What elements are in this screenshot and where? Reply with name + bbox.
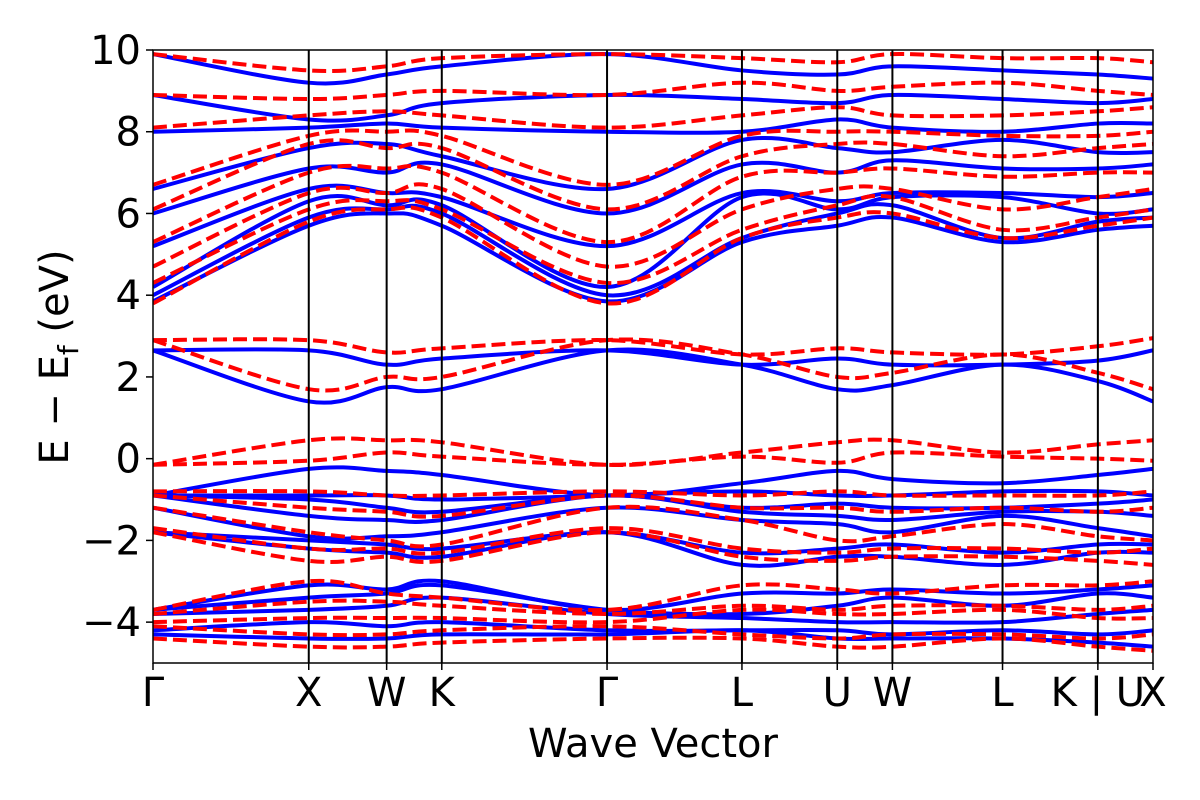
band-line [153,595,1153,625]
x-tick-label: L [731,670,754,716]
band-line [153,92,1153,123]
y-tick-label: 0 [116,437,141,483]
band-line [153,105,1153,130]
band-line [153,493,1153,519]
y-axis-title-main: E − E [32,355,78,465]
band-line [153,135,1153,192]
x-tick-label: L [991,670,1014,716]
x-tick-label: X [295,670,322,716]
band-line [153,337,1153,393]
y-axis-title-unit: (eV) [32,249,78,345]
x-tick-label: K [429,670,457,716]
band-line [153,117,1153,135]
band-line [153,52,1153,73]
band-line [153,493,1153,515]
y-tick-label: 10 [90,28,141,74]
band-line [153,530,1153,556]
band-line [153,504,1153,549]
y-tick-label: 8 [116,110,141,156]
y-axis-title-subscript: f [52,344,85,355]
x-tick-label: U [823,670,852,716]
bands-layer [153,52,1153,653]
band-line [153,347,1153,368]
high-symmetry-lines [307,50,1099,663]
y-tick-label: −2 [82,518,141,564]
plot-frame [152,49,1154,664]
x-tick-label: X [1139,670,1166,716]
y-axis-title: E − Ef (eV) [32,249,85,464]
x-tick-label: W [873,670,913,716]
band-line [153,205,1153,306]
band-line [153,465,1153,498]
band-line [153,128,1153,187]
y-tick-label: 2 [116,355,141,401]
y-tick-label: −4 [82,600,141,646]
x-tick-label: K | U [1051,670,1145,716]
band-line [153,578,1153,613]
band-line [153,493,1153,524]
x-tick-label: Γ [596,670,619,716]
x-tick-label: W [367,670,407,716]
y-axis: 10 8 6 4 2 0 −2 −4 [82,28,153,646]
x-tick-label: Γ [142,670,165,716]
band-line [153,530,1153,567]
band-line [153,52,1153,86]
y-tick-label: 6 [116,191,141,237]
band-line [153,336,1153,357]
band-line [153,526,1153,556]
y-tick-label: 4 [116,273,141,319]
band-line [153,163,1153,245]
x-axis-title: Wave Vector [528,721,779,767]
band-line [153,598,1153,616]
